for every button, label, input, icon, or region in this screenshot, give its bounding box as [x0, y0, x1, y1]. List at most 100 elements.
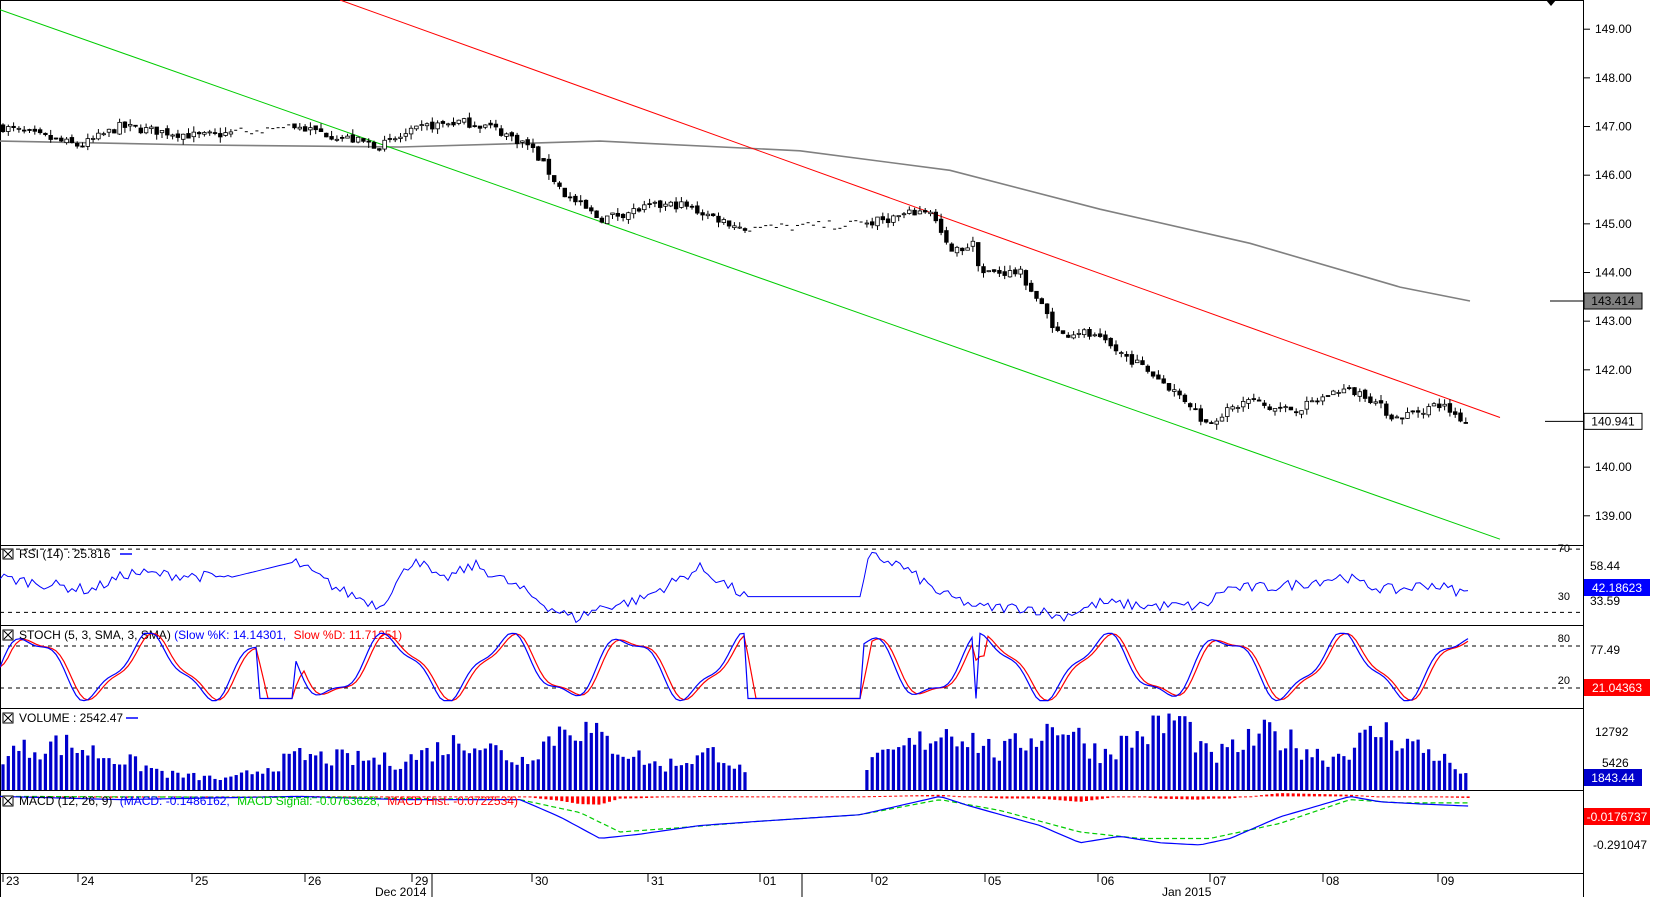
volume-bar — [1072, 731, 1076, 790]
stoch-value-tag-text: 21.04363 — [1592, 681, 1642, 695]
candle-body — [880, 216, 885, 221]
candle-body — [954, 246, 960, 254]
candle-body — [1373, 401, 1378, 404]
rsi-pane[interactable]: RSI (14) : 25.816 70 30 58.44 33.59 42.1… — [0, 543, 1650, 624]
macd-hist-bar — [1244, 796, 1247, 798]
macd-hist-bar — [1090, 796, 1094, 801]
candle-body — [392, 138, 398, 141]
volume-toggle-icon[interactable] — [2, 712, 14, 724]
volume-bar — [107, 758, 111, 790]
macd-hist-bar — [470, 796, 474, 798]
macd-hist-bar — [533, 796, 537, 799]
candle-body — [292, 123, 297, 129]
macd-pane[interactable]: MACD (12, 26, 9) (MACD: -0.1486162, MACD… — [0, 793, 1650, 852]
candle-body — [610, 212, 615, 215]
volume-bar — [515, 764, 519, 790]
volume-bar — [1077, 727, 1081, 790]
macd-hist-bar — [592, 796, 596, 805]
macd-value-tag-text: -0.0176737 — [1587, 810, 1648, 824]
candle-body — [684, 201, 689, 207]
volume-bar — [197, 780, 201, 790]
candle-body — [1150, 371, 1156, 377]
volume-bar — [165, 777, 169, 790]
stoch-toggle-icon[interactable] — [2, 629, 14, 641]
price-pane[interactable]: 149.00 148.00 147.00 146.00 145.00 144.00 143.… — [0, 0, 1643, 540]
candle-body — [101, 133, 106, 136]
volume-bar — [1029, 738, 1033, 790]
macd-hist-bar — [109, 796, 113, 798]
candle-body — [143, 127, 149, 134]
macd-hist-bar — [62, 796, 66, 798]
macd-hist-bar — [634, 796, 638, 799]
volume-bar — [1135, 731, 1139, 790]
candle-body — [1442, 403, 1447, 407]
candle-body — [334, 138, 340, 141]
macd-hist-bar — [1148, 796, 1152, 798]
macd-hist-bar — [1233, 796, 1237, 799]
candle-body — [631, 208, 636, 215]
candle-body — [1378, 400, 1384, 404]
volume-bar — [674, 765, 678, 790]
macd-hist-bar — [904, 795, 908, 797]
macd-hist-bar — [464, 796, 468, 798]
macd-hist-bar — [512, 796, 516, 798]
volume-bar — [277, 771, 281, 790]
candle-body — [1241, 401, 1246, 408]
volume-bar — [425, 747, 429, 790]
volume-bar — [1156, 715, 1160, 790]
candle-body — [493, 123, 499, 128]
candle-body — [1389, 414, 1394, 420]
volume-bar — [298, 747, 302, 790]
stoch-pane[interactable]: STOCH (5, 3, SMA, 3, SMA) (Slow %K: 14.1… — [0, 628, 1650, 702]
volume-bar — [1008, 738, 1012, 790]
candle-body — [191, 131, 196, 138]
time-day-label: 05 — [988, 874, 1002, 888]
macd-value-label: (MACD: -0.1486162, — [120, 794, 230, 808]
macd-hist-bar — [703, 796, 707, 798]
volume-bar — [1432, 760, 1436, 790]
candle-body — [1039, 298, 1044, 305]
volume-bar — [542, 741, 546, 790]
candle-body — [149, 126, 154, 130]
candle-body — [1304, 400, 1309, 410]
volume-bar — [324, 763, 328, 790]
macd-hist-bar — [888, 795, 892, 797]
macd-hist-bar — [443, 796, 447, 798]
macd-hist-bar — [698, 796, 702, 798]
macd-signal-label: MACD Signal: -0.0763628, — [237, 794, 380, 808]
volume-bar — [388, 765, 392, 790]
macd-hist-bar — [475, 796, 479, 798]
volume-bar — [1193, 752, 1198, 790]
macd-hist-bar — [1392, 796, 1396, 798]
macd-hist-bar — [1275, 793, 1279, 797]
candle-body — [16, 127, 22, 130]
volume-bar — [706, 748, 710, 790]
volume-bar — [1119, 735, 1123, 790]
candle-body — [1034, 290, 1039, 299]
volume-bar — [171, 770, 175, 790]
time-day-label: 29 — [415, 874, 429, 888]
macd-hist-bar — [565, 796, 569, 802]
volume-bar — [1013, 733, 1017, 790]
candle-body — [1357, 391, 1362, 397]
candle-body — [366, 140, 371, 143]
candle-body — [1066, 334, 1071, 338]
volume-bar — [70, 747, 74, 790]
stoch-d-line — [0, 632, 1469, 702]
macd-hist-bar — [438, 796, 442, 798]
candle-body — [32, 128, 37, 132]
price-axis: 149.00 148.00 147.00 146.00 145.00 144.00 143.… — [1583, 22, 1632, 523]
candle-body — [27, 129, 32, 131]
macd-hist-bar — [502, 796, 505, 798]
volume-bar — [1448, 762, 1452, 790]
macd-hist-bar — [751, 796, 755, 798]
volume-bar — [504, 760, 509, 790]
volume-pane[interactable]: VOLUME : 2542.47 12792 5426 1843.44 — [1, 711, 1642, 790]
candle-body — [408, 127, 414, 135]
macd-hist-bar — [793, 796, 797, 798]
volume-bar — [1257, 733, 1261, 790]
rsi-tick-58: 58.44 — [1590, 559, 1620, 573]
candle-body — [1018, 268, 1023, 275]
candle-body — [1278, 406, 1283, 409]
